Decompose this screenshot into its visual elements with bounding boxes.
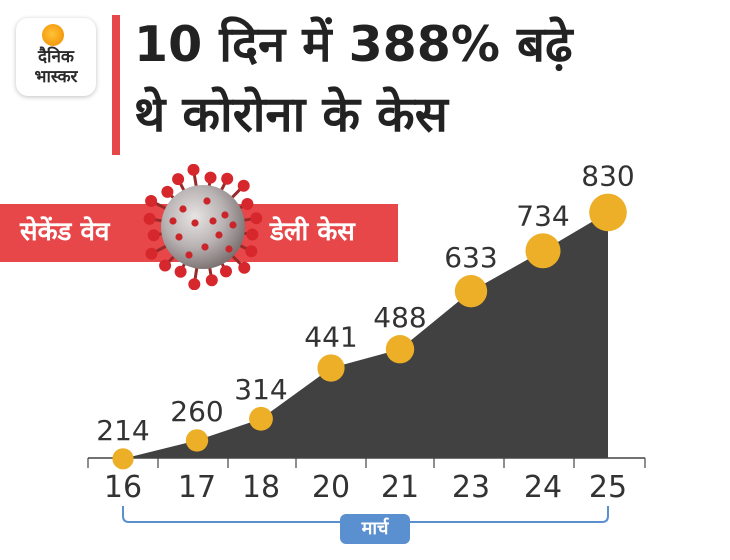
virus-spike-head <box>145 195 158 207</box>
virus-spike-head <box>238 261 251 274</box>
x-tick-label: 17 <box>178 470 216 505</box>
x-tick-label: 16 <box>104 470 142 505</box>
virus-surface-dot <box>175 233 183 241</box>
sun-icon <box>42 24 64 46</box>
virus-spike-head <box>250 212 263 225</box>
virus-spike-head <box>143 212 156 225</box>
virus-spike-head <box>246 228 259 241</box>
logo-text-line1: दैनिक <box>38 47 74 67</box>
data-point-marker <box>317 354 345 382</box>
x-tick-label: 24 <box>524 470 562 505</box>
data-label: 488 <box>373 301 426 334</box>
virus-surface-dot <box>185 251 193 259</box>
title-line-1: 10 दिन में 388% बढ़े <box>134 16 573 73</box>
x-tick-label: 25 <box>589 470 627 505</box>
virus-surface-dot <box>179 205 187 213</box>
virus-surface-dot <box>209 217 217 225</box>
title-accent-bar <box>112 15 120 155</box>
virus-spike-head <box>221 172 234 185</box>
coronavirus-icon <box>143 164 263 290</box>
virus-surface-dot <box>203 197 211 205</box>
cases-area <box>123 212 608 459</box>
brand-logo: दैनिक भास्कर <box>16 18 96 96</box>
chart-title: 10 दिन में 388% बढ़े थे कोरोना के केस <box>134 10 573 150</box>
logo-text-line2: भास्कर <box>34 67 78 87</box>
x-tick-label: 20 <box>312 470 350 505</box>
virus-spike-head <box>205 274 218 287</box>
virus-spike-head <box>188 278 201 290</box>
virus-spike-head <box>145 247 158 260</box>
month-label: मार्च <box>340 514 410 544</box>
virus-spike-head <box>241 198 254 210</box>
data-point-marker <box>112 448 134 470</box>
data-label: 260 <box>170 395 223 428</box>
virus-surface-dot <box>215 231 223 239</box>
data-point-marker <box>185 429 209 452</box>
virus-spike-head <box>174 265 187 278</box>
data-label: 830 <box>581 160 634 193</box>
data-label: 734 <box>516 199 569 232</box>
data-label: 214 <box>96 414 149 447</box>
data-point-marker <box>385 335 415 364</box>
virus-surface-dot <box>169 217 177 225</box>
virus-spike-head <box>161 185 174 198</box>
title-line-2: थे कोरोना के केस <box>134 86 448 143</box>
data-point-marker <box>589 193 627 232</box>
virus-spike-head <box>245 245 258 258</box>
virus-spike-head <box>187 164 200 176</box>
virus-surface-dot <box>229 221 237 229</box>
virus-spike-head <box>159 259 172 272</box>
virus-surface-dot <box>221 211 229 219</box>
data-point-marker <box>249 406 273 431</box>
virus-spike-head <box>237 179 250 192</box>
virus-spike-head <box>172 173 185 186</box>
data-point-marker <box>525 233 561 269</box>
data-point-marker <box>454 275 488 308</box>
virus-surface-dot <box>225 245 233 253</box>
virus-spike-head <box>220 265 232 278</box>
x-tick-label: 18 <box>242 470 280 505</box>
ribbon-label-second-wave: सेकेंड वेव <box>20 217 110 247</box>
virus-surface-dot <box>201 243 209 251</box>
data-label: 441 <box>304 320 357 353</box>
virus-spike-head <box>147 229 160 242</box>
virus-surface-dot <box>191 219 199 227</box>
data-label: 633 <box>444 241 497 274</box>
data-label: 314 <box>234 373 287 406</box>
x-tick-label: 21 <box>381 470 419 505</box>
x-tick-label: 23 <box>452 470 490 505</box>
virus-spike-head <box>204 171 217 184</box>
ribbon-label-daily-cases: डेली केस <box>270 217 355 247</box>
